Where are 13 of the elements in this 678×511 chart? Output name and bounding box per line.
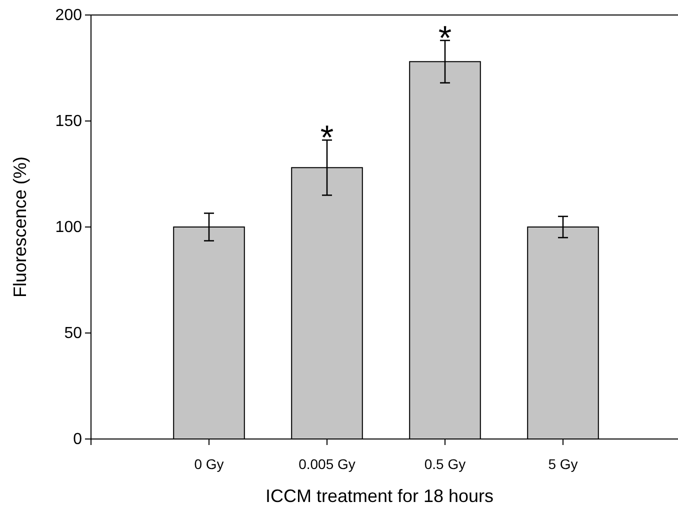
- y-tick-label: 50: [64, 325, 82, 342]
- annotation: *: [438, 19, 452, 58]
- x-tick-label: 0.005 Gy: [298, 456, 356, 472]
- y-tick-label: 200: [55, 7, 82, 24]
- y-tick-label: 0: [73, 431, 82, 448]
- x-axis-title: ICCM treatment for 18 hours: [265, 486, 494, 506]
- x-tick-label: 0.5 Gy: [424, 456, 466, 472]
- annotation: *: [320, 119, 334, 158]
- x-tick-label: 5 Gy: [548, 456, 578, 472]
- x-tick-label: 0 Gy: [194, 456, 224, 472]
- y-axis-title: Fluorescence (%): [10, 156, 30, 298]
- y-tick-label: 100: [55, 219, 82, 236]
- y-tick-label: 150: [55, 113, 82, 130]
